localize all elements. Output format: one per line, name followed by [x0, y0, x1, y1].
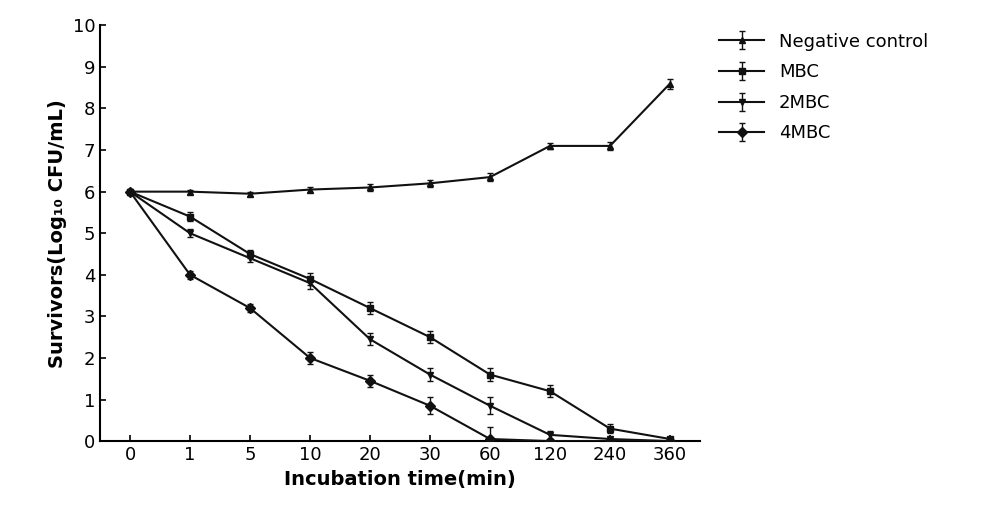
- Y-axis label: Survivors(Log₁₀ CFU/mL): Survivors(Log₁₀ CFU/mL): [48, 99, 67, 368]
- X-axis label: Incubation time(min): Incubation time(min): [284, 469, 516, 489]
- Legend: Negative control, MBC, 2MBC, 4MBC: Negative control, MBC, 2MBC, 4MBC: [712, 25, 935, 150]
